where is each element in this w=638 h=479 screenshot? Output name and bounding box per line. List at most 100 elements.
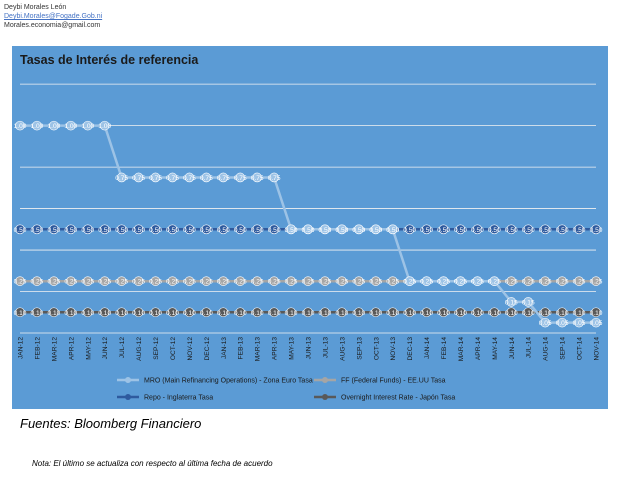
data-label: 0.50 [420, 227, 433, 234]
data-point [82, 120, 93, 131]
data-label: 0.25 [98, 279, 111, 286]
data-label: 0.75 [132, 175, 145, 182]
data-label: 0.25 [268, 279, 281, 286]
data-point [150, 172, 161, 183]
data-label: 0.05 [573, 320, 586, 327]
x-tick-label: JAN-12 [18, 337, 25, 359]
data-point [99, 224, 110, 235]
data-point [523, 276, 534, 286]
data-label: 0.75 [183, 175, 196, 182]
x-tick-label: SEP-14 [560, 337, 567, 360]
data-point [82, 307, 93, 318]
data-point [455, 307, 466, 318]
data-label: 0.10 [200, 310, 213, 317]
data-point [201, 307, 212, 318]
data-point [66, 307, 76, 318]
author-email-text: Morales.economia@gmail.com [4, 22, 101, 29]
data-label: 0.10 [98, 310, 111, 317]
data-label: 0.50 [369, 227, 382, 234]
data-label: 0.25 [319, 279, 332, 286]
data-label: 0.50 [302, 227, 315, 234]
data-point [557, 224, 567, 235]
data-point [421, 224, 432, 235]
chart-svg: Tasas de Interés de referencia 0.50 0.50 0.… [14, 53, 603, 402]
x-tick-label: OCT-12 [170, 337, 177, 360]
data-label: 0.25 [132, 279, 145, 286]
data-point [337, 276, 347, 286]
data-point [506, 224, 517, 235]
data-label: 0.50 [335, 227, 348, 234]
data-point [66, 276, 76, 286]
data-label: 0.25 [471, 279, 484, 286]
data-label: 0.75 [217, 175, 230, 182]
x-tick-label: AUG-12 [136, 337, 143, 361]
data-label: 0.75 [149, 175, 162, 182]
data-point [337, 307, 347, 318]
data-point [303, 276, 313, 286]
data-point [354, 276, 364, 286]
data-label: 0.10 [149, 310, 162, 317]
author-email-link[interactable]: Deybi.Morales@Fogade.Gob.ni [4, 13, 103, 20]
x-tick-label: APR-12 [68, 337, 75, 360]
data-label: 0.10 [47, 310, 60, 317]
data-point [540, 307, 550, 318]
data-point [303, 307, 313, 318]
data-point [438, 307, 449, 318]
data-label: 0.10 [285, 310, 298, 317]
data-label: 0.10 [183, 310, 196, 317]
data-label: 0.25 [285, 279, 298, 286]
x-tick-label: FEB-13 [238, 337, 245, 360]
data-point [286, 276, 296, 286]
data-label: 0.05 [539, 320, 552, 327]
x-tick-label: MAY-12 [85, 337, 92, 360]
data-point [320, 276, 330, 286]
data-point [184, 276, 195, 286]
data-point [167, 307, 178, 318]
data-label: 0.10 [31, 310, 44, 317]
data-point [32, 120, 42, 131]
data-point [540, 317, 550, 328]
data-label: 0.50 [166, 227, 179, 234]
data-point [421, 307, 432, 318]
source-text: Fuentes: Bloomberg Financiero [20, 416, 202, 431]
data-label: 0.50 [386, 227, 399, 234]
data-label: 1.00 [14, 123, 27, 130]
data-label: 0.25 [488, 279, 501, 286]
data-point [370, 276, 381, 286]
data-label: 0.75 [115, 175, 128, 182]
legend-label: Overnight Interest Rate - Japón Tasa [341, 395, 455, 402]
data-label: 0.10 [437, 310, 450, 317]
legend-label: MRO (Main Refinancing Operations) - Zona… [144, 378, 313, 385]
data-label: 0.15 [522, 299, 535, 306]
data-point [269, 172, 279, 183]
data-point [235, 307, 246, 318]
data-label: 0.10 [539, 310, 552, 317]
data-point [201, 172, 212, 183]
data-point [133, 224, 144, 235]
data-label: 0.10 [251, 310, 264, 317]
data-label: 0.50 [132, 227, 145, 234]
data-label: 0.50 [81, 227, 94, 234]
data-label: 0.10 [166, 310, 179, 317]
data-label: 0.10 [454, 310, 467, 317]
x-tick-label: OCT-14 [577, 337, 584, 360]
data-label: 0.10 [590, 310, 603, 317]
data-point [82, 276, 93, 286]
data-point [32, 276, 42, 286]
data-point [591, 317, 601, 328]
x-tick-label: JUN-12 [102, 337, 109, 360]
data-point [354, 224, 364, 235]
data-point [218, 276, 229, 286]
data-point [574, 317, 584, 328]
x-tick-label: APR-13 [272, 337, 279, 360]
data-label: 0.25 [302, 279, 315, 286]
data-label: 0.25 [522, 279, 535, 286]
data-label: 0.25 [47, 279, 60, 286]
data-point [557, 317, 567, 328]
data-point [49, 276, 59, 286]
data-point [201, 276, 212, 286]
data-point [49, 307, 59, 318]
data-label: 0.10 [115, 310, 128, 317]
data-point [438, 224, 449, 235]
data-label: 1.00 [47, 123, 60, 130]
